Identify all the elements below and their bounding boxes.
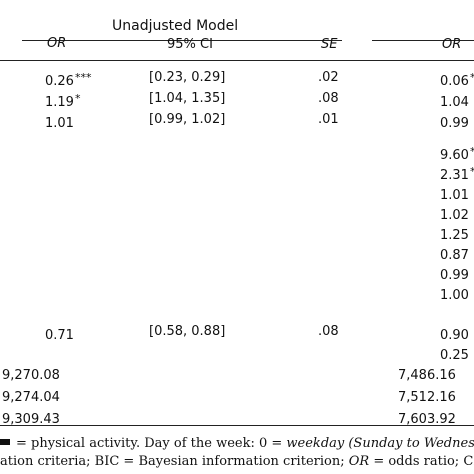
table-bottom-rule (0, 425, 474, 426)
table-row-8-or-adjusted: 0.87 (440, 244, 470, 264)
table-row-14-or-adjusted: 7,512.16 (398, 386, 457, 406)
table-row-6-or-adjusted: 1.02 (440, 204, 470, 224)
table-row-2-or-adjusted: 0.99 (440, 112, 470, 132)
table-row-15-or: 9,309.43 (2, 408, 61, 428)
table-row-11-or: 0.71 (45, 324, 75, 344)
table-row-5-or-adjusted: 1.01 (440, 184, 470, 204)
table-row-13-or-adjusted: 7,486.16 (398, 364, 457, 384)
table-row-9-or-adjusted-value: 0.99 (440, 268, 469, 283)
table-row-4-or (45, 164, 46, 184)
column-header-or-adjusted: OR (442, 37, 462, 52)
table-row-12-or (45, 344, 46, 364)
table-row-5-or-adjusted-value: 1.01 (440, 188, 469, 203)
footnote-line-1-italic: weekday (Sunday to Wednes (286, 436, 474, 451)
group-header-rule-right (372, 40, 474, 41)
table-row-3-or-adjusted-value: 9.60 (440, 148, 469, 163)
table-row-13-or-adjusted-value: 7,486.16 (398, 368, 456, 383)
table-row-1-ci: [1.04, 1.35] (149, 91, 225, 107)
column-header-se: SE (321, 37, 338, 52)
table-row-3-or-adjusted-significance: * (470, 145, 474, 158)
table-row-0-or-significance: *** (74, 71, 92, 84)
table-row-0-or-adjusted: 0.06* (440, 70, 474, 90)
table-row-0-se-value: .02 (318, 70, 339, 85)
table-row-14-or: 9,274.04 (2, 386, 61, 406)
table-row-11-or-adjusted-value: 0.90 (440, 328, 469, 343)
table-row-0-or-adjusted-value: 0.06 (440, 74, 469, 89)
table-row-10-or-adjusted: 1.00 (440, 284, 470, 304)
table-row-2-or-adjusted-value: 0.99 (440, 116, 469, 131)
table-row-7-or-adjusted-value: 1.25 (440, 228, 469, 243)
table-row-1-se-value: .08 (318, 91, 339, 106)
footnote-prefix-mark (0, 439, 10, 445)
footnote-line-2: ation criteria; BIC = Bayesian informati… (0, 454, 474, 470)
table-row-2-or: 1.01 (45, 112, 75, 132)
footnote-line-1: = physical activity. Day of the week: 0 … (0, 436, 474, 452)
table-row-2-ci-value: [0.99, 1.02] (149, 112, 226, 127)
header-bottom-rule (0, 60, 474, 61)
table-row-1-or-adjusted: 1.04 (440, 91, 470, 111)
footnote-line-1-text: = physical activity. Day of the week: 0 … (16, 436, 283, 451)
footnote-line-2-end: = odds ratio; CI = (373, 454, 474, 469)
table-row-2-or-value: 1.01 (45, 116, 74, 131)
table-row-14-or-adjusted-value: 7,512.16 (398, 390, 456, 405)
table-row-4-or-adjusted: 2.31* (440, 164, 474, 184)
table-row-1-or: 1.19* (45, 91, 80, 111)
table-row-11-ci: [0.58, 0.88] (149, 324, 225, 340)
column-header-or: OR (47, 36, 67, 51)
table-row-3-or (45, 144, 46, 164)
table-row-6-or (45, 204, 46, 224)
table-row-4-or-adjusted-value: 2.31 (440, 168, 469, 183)
table-row-12-or-adjusted: 0.25 (440, 344, 470, 364)
table-row-12-or-adjusted-value: 0.25 (440, 348, 469, 363)
table-row-11-or-value: 0.71 (45, 328, 74, 343)
table-row-0-se: .02 (318, 70, 339, 86)
table-row-11-ci-value: [0.58, 0.88] (149, 324, 226, 339)
table-row-0-ci: [0.23, 0.29] (149, 70, 225, 86)
table-row-10-or (45, 284, 46, 304)
table-row-1-se: .08 (318, 91, 339, 107)
table-row-0-ci-value: [0.23, 0.29] (149, 70, 226, 85)
table-row-0-or-adjusted-significance: * (470, 71, 474, 84)
table-row-10-or-adjusted-value: 1.00 (440, 288, 469, 303)
column-header-95-ci: 95% CI (167, 37, 213, 52)
table-row-14-or-value: 9,274.04 (2, 390, 60, 405)
table-row-7-or-adjusted: 1.25 (440, 224, 470, 244)
table-row-2-ci: [0.99, 1.02] (149, 112, 225, 128)
table-row-9-or-adjusted: 0.99 (440, 264, 470, 284)
table-row-3-or-adjusted: 9.60* (440, 144, 474, 164)
table-row-8-or (45, 244, 46, 264)
table-row-9-or (45, 264, 46, 284)
footnote-line-2-or: OR (348, 454, 370, 469)
table-row-2-se-value: .01 (318, 112, 339, 127)
table-row-11-se-value: .08 (318, 324, 339, 339)
table-row-13-or: 9,270.08 (2, 364, 61, 384)
table-row-5-or (45, 184, 46, 204)
table-row-0-or-value: 0.26 (45, 74, 74, 89)
table-row-15-or-adjusted: 7,603.92 (398, 408, 457, 428)
table-row-13-or-value: 9,270.08 (2, 368, 60, 383)
group-header-rule-left (22, 40, 342, 41)
footnote-line-2-text: ation criteria; BIC = Bayesian informati… (0, 454, 345, 469)
table-row-1-or-adjusted-value: 1.04 (440, 95, 469, 110)
table-row-4-or-adjusted-significance: * (470, 165, 474, 178)
table-row-15-or-adjusted-value: 7,603.92 (398, 412, 456, 427)
table-row-8-or-adjusted-value: 0.87 (440, 248, 469, 263)
table-row-0-or: 0.26*** (45, 70, 91, 90)
table-row-1-or-significance: * (74, 92, 81, 105)
table-row-15-or-value: 9,309.43 (2, 412, 60, 427)
table-row-2-se: .01 (318, 112, 339, 128)
table-row-1-or-value: 1.19 (45, 95, 74, 110)
table-row-6-or-adjusted-value: 1.02 (440, 208, 469, 223)
table-row-11-or-adjusted: 0.90 (440, 324, 470, 344)
table-row-7-or (45, 224, 46, 244)
table-row-1-ci-value: [1.04, 1.35] (149, 91, 226, 106)
group-header-unadjusted-model: Unadjusted Model (112, 18, 239, 34)
table-row-11-se: .08 (318, 324, 339, 340)
